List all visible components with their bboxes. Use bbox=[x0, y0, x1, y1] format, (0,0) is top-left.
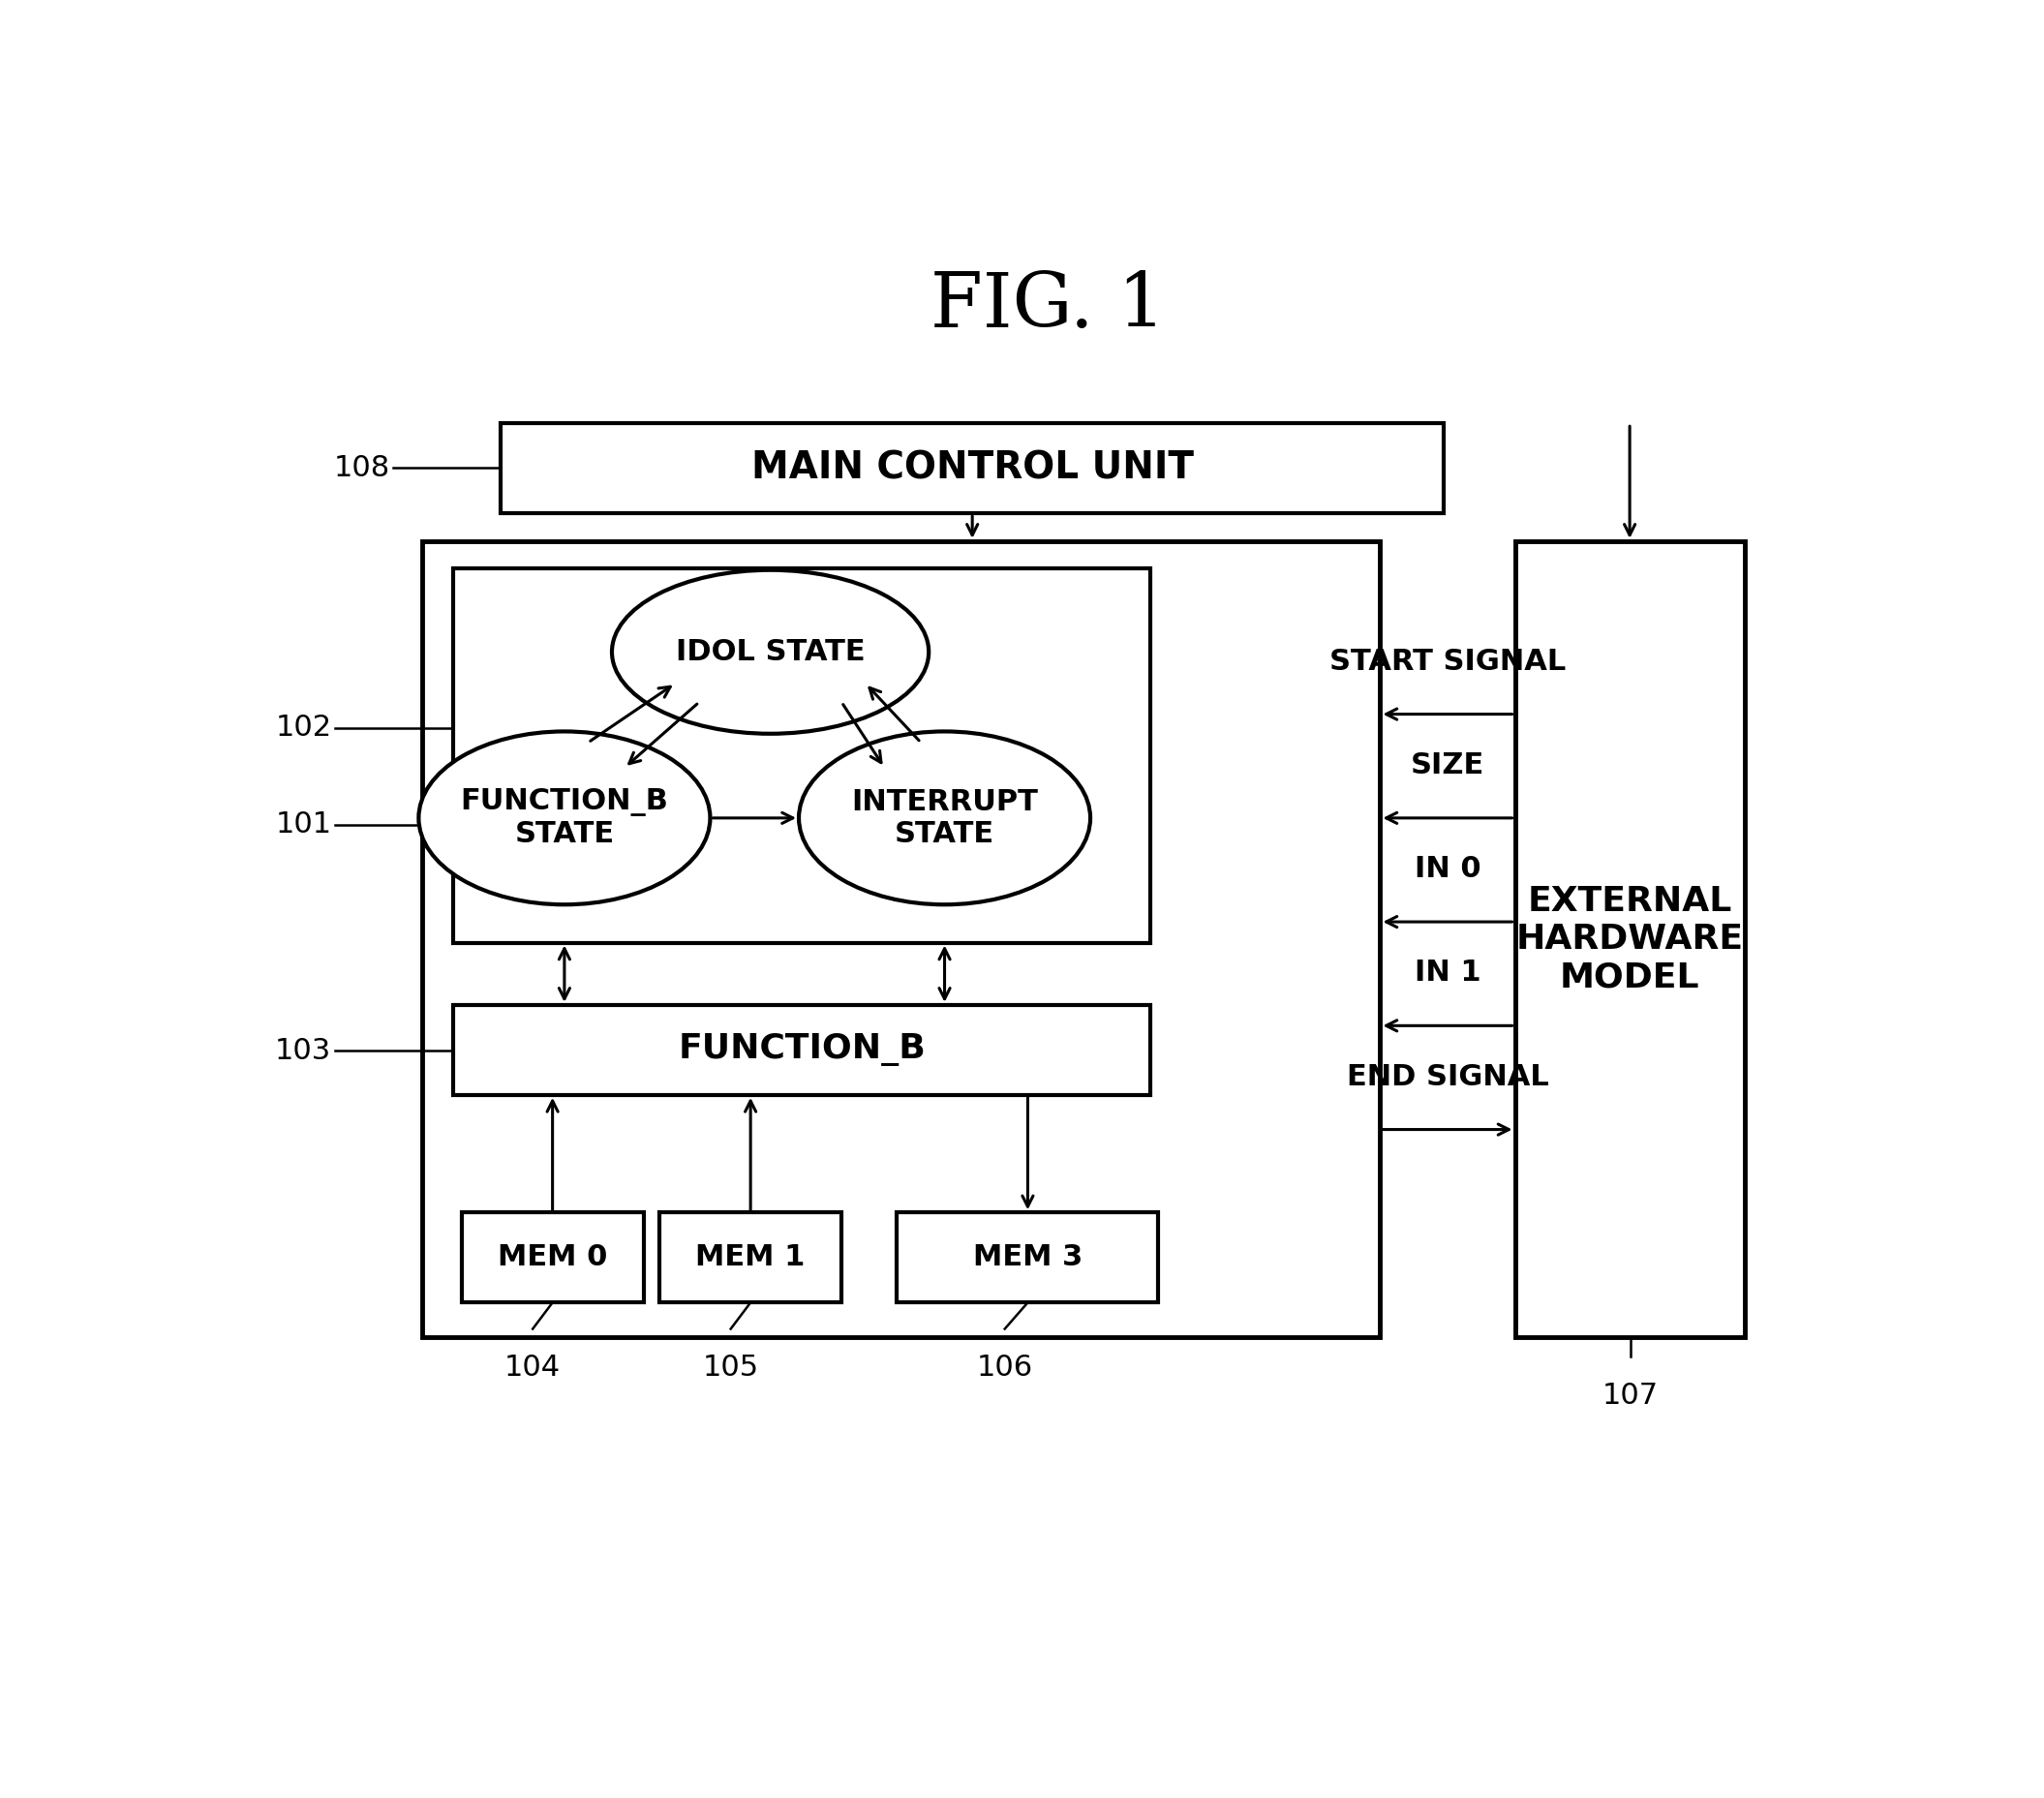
Ellipse shape bbox=[799, 732, 1089, 904]
Bar bbox=[454, 1005, 1151, 1095]
Text: 101: 101 bbox=[276, 811, 331, 840]
Text: IN 0: IN 0 bbox=[1414, 856, 1480, 883]
Bar bbox=[897, 1212, 1159, 1302]
Text: IN 1: IN 1 bbox=[1414, 958, 1480, 987]
Text: 106: 106 bbox=[977, 1354, 1032, 1383]
Text: END SIGNAL: END SIGNAL bbox=[1347, 1063, 1549, 1091]
Text: START SIGNAL: START SIGNAL bbox=[1329, 647, 1566, 676]
Text: MEM 1: MEM 1 bbox=[695, 1244, 805, 1271]
Text: MEM 0: MEM 0 bbox=[497, 1244, 607, 1271]
Text: 107: 107 bbox=[1602, 1381, 1658, 1410]
Text: 104: 104 bbox=[505, 1354, 560, 1383]
Bar bbox=[454, 568, 1151, 942]
Ellipse shape bbox=[419, 732, 709, 904]
Text: EXTERNAL
HARDWARE
MODEL: EXTERNAL HARDWARE MODEL bbox=[1517, 885, 1744, 994]
Bar bbox=[1515, 541, 1746, 1338]
Text: 105: 105 bbox=[703, 1354, 758, 1383]
Text: SIZE: SIZE bbox=[1410, 752, 1484, 779]
Text: IDOL STATE: IDOL STATE bbox=[677, 638, 865, 665]
Bar bbox=[501, 423, 1443, 514]
Text: MAIN CONTROL UNIT: MAIN CONTROL UNIT bbox=[750, 450, 1194, 487]
Text: FUNCTION_B: FUNCTION_B bbox=[679, 1034, 926, 1066]
Bar bbox=[421, 541, 1380, 1338]
Ellipse shape bbox=[611, 570, 928, 734]
Text: 103: 103 bbox=[276, 1037, 331, 1064]
Text: MEM 3: MEM 3 bbox=[973, 1244, 1083, 1271]
Text: INTERRUPT
STATE: INTERRUPT STATE bbox=[850, 788, 1038, 849]
Bar bbox=[660, 1212, 842, 1302]
Text: FUNCTION_B
STATE: FUNCTION_B STATE bbox=[460, 788, 668, 849]
Text: FIG. 1: FIG. 1 bbox=[930, 270, 1165, 342]
Text: 102: 102 bbox=[276, 714, 331, 743]
Bar bbox=[462, 1212, 644, 1302]
Text: 108: 108 bbox=[333, 453, 390, 482]
